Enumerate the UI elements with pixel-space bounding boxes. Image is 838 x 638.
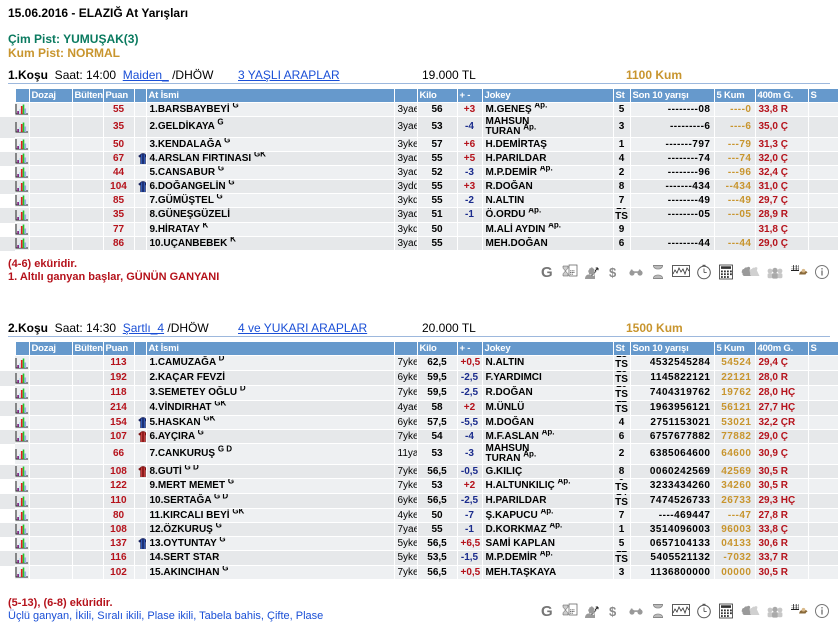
svg-text:$: $ [609, 265, 617, 280]
svg-text:G: G [541, 264, 553, 280]
svg-text:$: $ [609, 604, 617, 619]
svg-text:G: G [541, 603, 553, 619]
